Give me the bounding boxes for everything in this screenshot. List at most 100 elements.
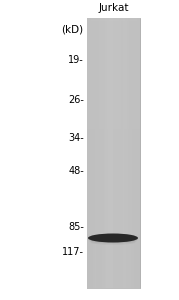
Text: 34-: 34- (68, 133, 84, 143)
Bar (122, 18, 124, 288)
Bar (87, 129, 140, 132)
Bar (87, 223, 140, 226)
Bar (87, 196, 140, 200)
Text: 48-: 48- (68, 166, 84, 176)
Bar (87, 126, 140, 129)
Bar (87, 131, 140, 135)
Bar (87, 256, 140, 259)
Bar (88, 18, 90, 288)
Bar (92, 18, 94, 288)
Bar (87, 253, 140, 256)
Bar (87, 266, 140, 270)
Bar (130, 18, 132, 288)
Bar (134, 18, 135, 288)
Bar (87, 204, 140, 208)
Bar (87, 110, 140, 113)
Bar (111, 18, 113, 288)
Bar (123, 18, 125, 288)
Bar (87, 199, 140, 202)
Bar (94, 18, 96, 288)
Bar (87, 156, 140, 159)
Bar (87, 175, 140, 178)
Bar (87, 32, 140, 35)
Bar (87, 50, 140, 54)
Bar (87, 123, 140, 127)
Bar (87, 112, 140, 116)
Bar (89, 18, 91, 288)
Bar (87, 121, 140, 124)
Bar (127, 18, 129, 288)
Bar (87, 234, 140, 237)
Bar (87, 118, 140, 121)
Bar (87, 99, 140, 102)
Bar (87, 280, 140, 283)
Bar (115, 18, 116, 288)
Bar (87, 148, 140, 151)
Bar (104, 18, 105, 288)
Bar (87, 218, 140, 221)
Bar (87, 53, 140, 56)
Bar (126, 18, 128, 288)
Bar (87, 48, 140, 51)
Text: 85-: 85- (68, 222, 84, 232)
Bar (87, 88, 140, 91)
Bar (87, 169, 140, 172)
Bar (91, 18, 93, 288)
Bar (87, 40, 140, 43)
Ellipse shape (88, 233, 138, 242)
Bar (87, 134, 140, 137)
Bar (132, 18, 133, 288)
Bar (87, 96, 140, 100)
Bar (110, 18, 112, 288)
Bar (87, 142, 140, 146)
Bar (101, 18, 102, 288)
Bar (87, 83, 140, 86)
Bar (87, 145, 140, 148)
Bar (87, 137, 140, 140)
Bar (125, 18, 127, 288)
Bar (87, 102, 140, 105)
Bar (87, 85, 140, 89)
Bar (113, 18, 115, 288)
Bar (128, 18, 130, 288)
Bar (87, 69, 140, 73)
Bar (87, 18, 140, 288)
Bar (87, 26, 140, 29)
Bar (87, 158, 140, 162)
Bar (87, 29, 140, 32)
Bar (87, 34, 140, 38)
Bar (87, 21, 140, 24)
Bar (103, 18, 105, 288)
Bar (87, 115, 140, 118)
Bar (116, 18, 117, 288)
Bar (135, 18, 136, 288)
Bar (98, 18, 99, 288)
Bar (99, 18, 100, 288)
Bar (87, 75, 140, 78)
Bar (87, 167, 140, 170)
Bar (87, 272, 140, 275)
Bar (136, 18, 137, 288)
Bar (87, 277, 140, 280)
Bar (87, 150, 140, 154)
Bar (87, 248, 140, 251)
Bar (87, 183, 140, 186)
Bar (87, 220, 140, 224)
Text: 26-: 26- (68, 95, 84, 105)
Bar (139, 18, 141, 288)
Bar (87, 177, 140, 181)
Bar (87, 239, 140, 243)
Bar (87, 245, 140, 248)
Bar (105, 18, 107, 288)
Bar (87, 91, 140, 94)
Bar (87, 215, 140, 218)
Bar (87, 42, 140, 46)
Bar (95, 18, 97, 288)
Bar (87, 45, 140, 48)
Bar (87, 185, 140, 189)
Ellipse shape (91, 240, 136, 245)
Bar (87, 104, 140, 108)
Bar (87, 77, 140, 81)
Text: Jurkat: Jurkat (98, 3, 129, 13)
Bar (87, 23, 140, 27)
